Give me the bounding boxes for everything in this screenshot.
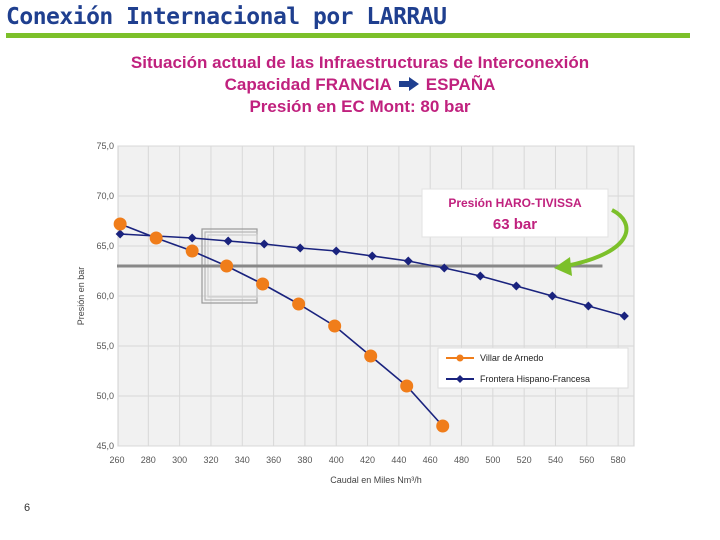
legend-marker-frontera (456, 375, 464, 383)
annotation-title: Presión HARO-TIVISSA (448, 196, 582, 210)
annotation-box: Presión HARO-TIVISSA 63 bar (421, 188, 609, 238)
data-point (436, 419, 450, 433)
data-point (400, 379, 414, 393)
x-tick-label: 300 (172, 455, 187, 465)
data-point (439, 263, 449, 273)
x-tick-label: 440 (391, 455, 406, 465)
series-villar-de-arnedo (113, 217, 450, 433)
data-point (364, 349, 378, 363)
series-line (119, 223, 444, 427)
data-point (292, 297, 306, 311)
data-point (403, 256, 413, 266)
data-point (187, 233, 197, 243)
header-destination: ESPAÑA (425, 75, 496, 94)
data-point (256, 277, 270, 291)
header-origin: Capacidad FRANCIA (224, 75, 392, 94)
y-axis-label: Presión en bar (76, 267, 86, 326)
legend-label-frontera: Frontera Hispano-Francesa (480, 374, 590, 384)
header-line-2: Capacidad FRANCIA ESPAÑA (0, 74, 720, 96)
x-tick-label: 280 (141, 455, 156, 465)
legend-marker-villar (456, 354, 464, 362)
x-tick-label: 580 (611, 455, 626, 465)
x-tick-label: 540 (548, 455, 563, 465)
y-tick-label: 70,0 (96, 191, 114, 201)
data-point (185, 244, 199, 258)
annotation-value: 63 bar (493, 216, 537, 233)
x-tick-label: 260 (109, 455, 124, 465)
legend-label-villar: Villar de Arnedo (480, 353, 543, 363)
y-tick-label: 65,0 (96, 241, 114, 251)
data-point (331, 246, 341, 256)
series-layer (113, 217, 629, 433)
x-tick-label: 460 (423, 455, 438, 465)
data-point (511, 281, 521, 291)
curved-arrow-icon (554, 208, 629, 276)
x-tick-label: 360 (266, 455, 281, 465)
y-tick-label: 60,0 (96, 291, 114, 301)
data-point (367, 251, 377, 261)
data-point (295, 243, 305, 253)
page-number: 6 (24, 502, 31, 514)
data-point (115, 229, 125, 239)
axis-ticks: 260 280 300 320 340 360 380 400 420 440 460 480 500 5… (96, 141, 625, 465)
y-tick-label: 50,0 (96, 391, 114, 401)
data-point (223, 236, 233, 246)
x-tick-label: 340 (235, 455, 250, 465)
x-tick-label: 380 (297, 455, 312, 465)
data-point (149, 231, 163, 245)
y-tick-label: 75,0 (96, 141, 114, 151)
x-tick-label: 560 (579, 455, 594, 465)
data-point (113, 217, 127, 231)
data-point (259, 239, 269, 249)
data-point (547, 291, 557, 301)
y-tick-label: 55,0 (96, 341, 114, 351)
data-point (475, 271, 485, 281)
x-axis-label: Caudal en Miles Nm³/h (330, 475, 422, 485)
slide-title: Conexión Internacional por LARRAU (6, 4, 447, 30)
x-tick-label: 400 (329, 455, 344, 465)
right-arrow-icon (398, 77, 419, 91)
chart-header: Situación actual de las Infraestructuras… (0, 52, 720, 118)
x-tick-label: 320 (203, 455, 218, 465)
data-point (583, 301, 593, 311)
legend: Villar de Arnedo Frontera Hispano-France… (437, 347, 629, 389)
title-divider (6, 33, 690, 38)
x-tick-label: 420 (360, 455, 375, 465)
x-tick-label: 520 (517, 455, 532, 465)
data-point (220, 259, 234, 273)
x-tick-label: 500 (485, 455, 500, 465)
data-point (619, 311, 629, 321)
header-line-1: Situación actual de las Infraestructuras… (130, 53, 590, 72)
series-frontera-hispano-francesa (115, 229, 629, 321)
x-tick-label: 480 (454, 455, 469, 465)
header-line-3: Presión en EC Mont: 80 bar (249, 97, 471, 116)
y-tick-label: 45,0 (96, 441, 114, 451)
data-point (328, 319, 342, 333)
